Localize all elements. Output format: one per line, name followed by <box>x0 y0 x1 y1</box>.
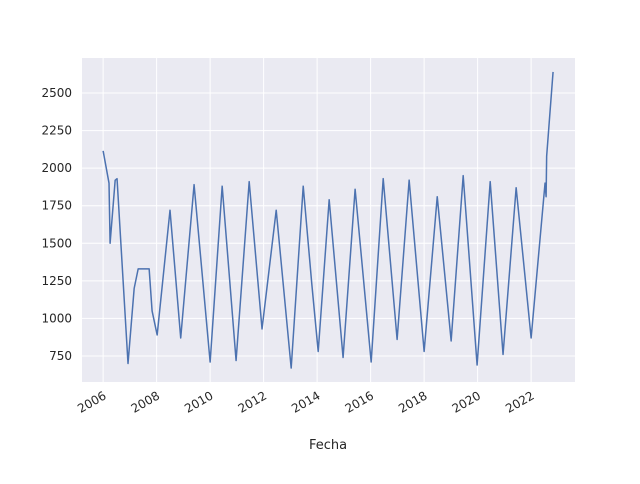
x-tick-label: 2020 <box>450 388 483 415</box>
x-tick-label: 2016 <box>343 388 376 415</box>
y-tick-label: 1000 <box>41 311 72 325</box>
x-tick-label: 2010 <box>182 388 215 415</box>
y-tick-label: 1250 <box>41 274 72 288</box>
y-tick-label: 1500 <box>41 236 72 250</box>
y-tick-label: 2000 <box>41 161 72 175</box>
x-tick-label: 2008 <box>129 388 162 415</box>
x-tick-label: 2018 <box>396 388 429 415</box>
x-tick-label: 2012 <box>236 388 269 415</box>
x-axis-label: Fecha <box>309 438 347 453</box>
x-tick-label: 2006 <box>75 388 108 415</box>
x-tick-label: 2022 <box>503 388 536 415</box>
x-tick-label: 2014 <box>289 388 322 415</box>
y-tick-label: 2250 <box>41 124 72 138</box>
y-tick-label: 2500 <box>41 86 72 100</box>
y-tick-label: 1750 <box>41 199 72 213</box>
y-tick-label: 750 <box>49 349 72 363</box>
data-line <box>102 71 554 369</box>
